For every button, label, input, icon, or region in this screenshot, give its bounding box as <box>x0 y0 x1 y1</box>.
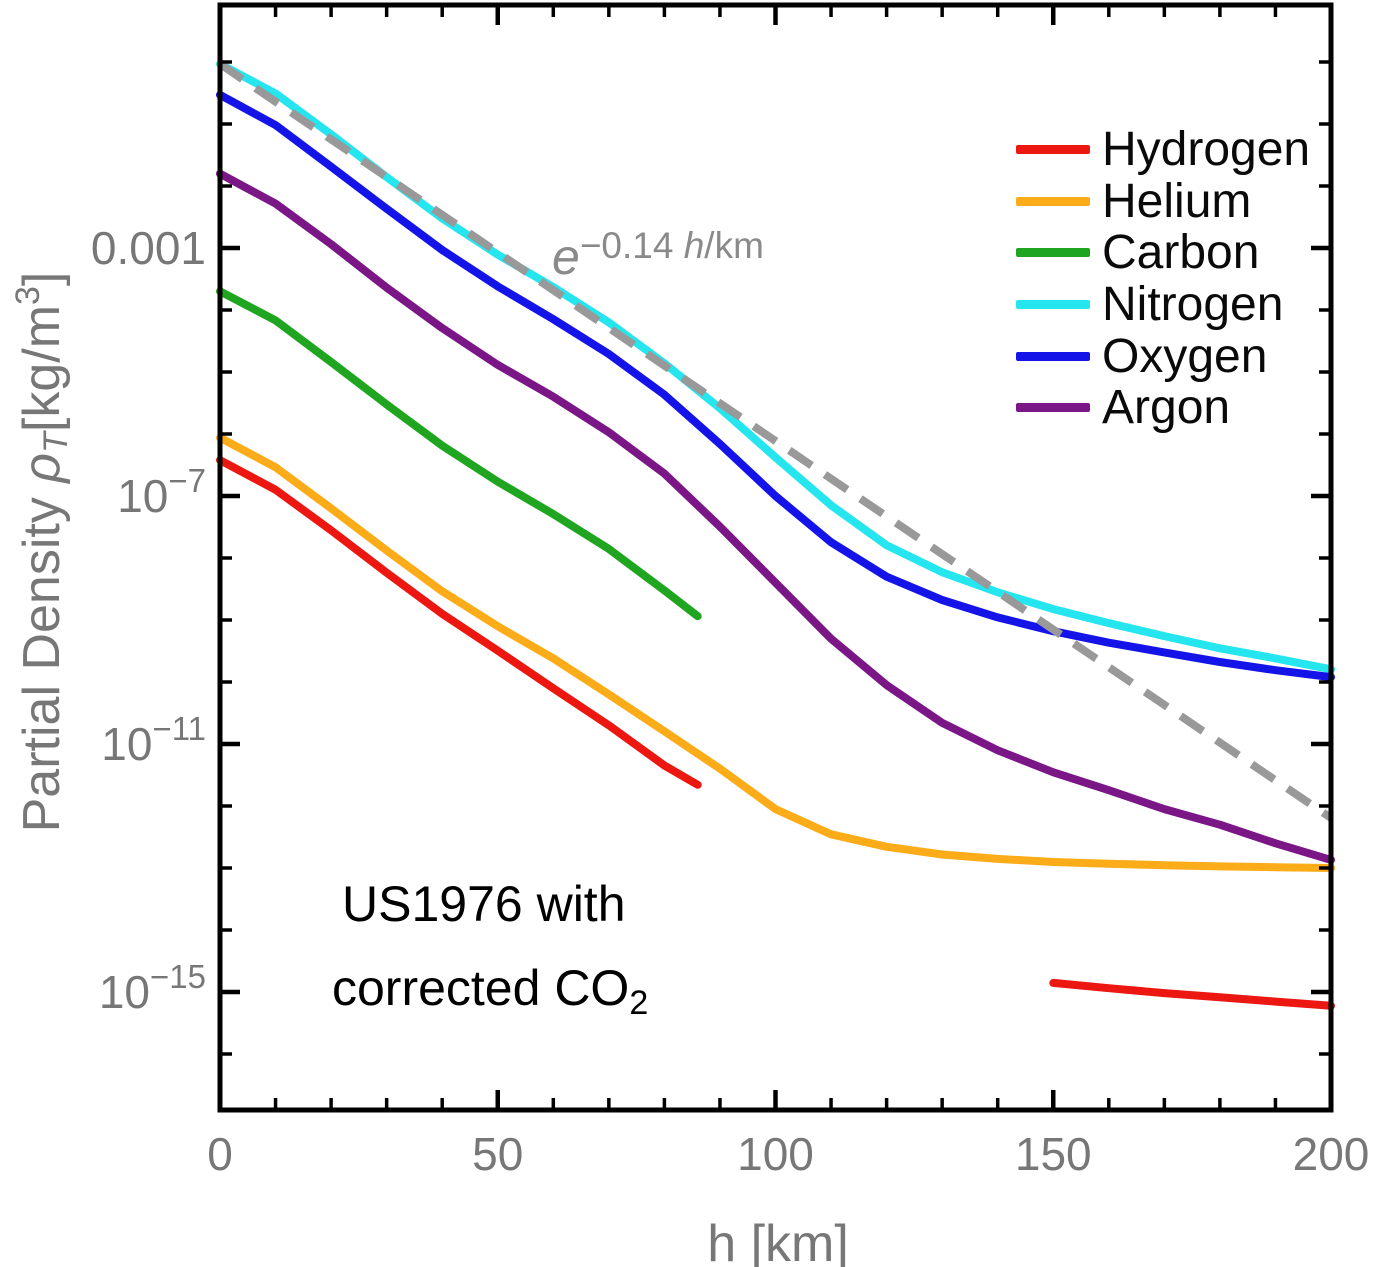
argon-line-swatch <box>1016 403 1090 413</box>
legend-item-argon: Argon <box>1016 381 1310 435</box>
hydrogen-line-swatch <box>1016 145 1090 155</box>
svg-text:10−7: 10−7 <box>117 462 206 522</box>
exp-units: /km <box>704 225 764 266</box>
exp-decay-annotation: e−0.14 h/km <box>552 225 764 286</box>
svg-text:50: 50 <box>472 1128 523 1180</box>
svg-text:100: 100 <box>737 1128 814 1180</box>
legend-item-helium: Helium <box>1016 174 1310 228</box>
y-axis-title: Partial Density ρT[kg/m3] <box>9 271 75 833</box>
svg-text:150: 150 <box>1015 1128 1092 1180</box>
model-caption-line2: corrected CO2 <box>332 946 648 1030</box>
legend-item-oxygen: Oxygen <box>1016 329 1310 383</box>
y-title-exponent: 3 <box>9 286 47 305</box>
oxygen-line-swatch <box>1016 351 1090 361</box>
legend-item-carbon: Carbon <box>1016 226 1310 280</box>
co2-subscript: 2 <box>629 984 649 1022</box>
y-title-units: [kg/m <box>13 304 71 433</box>
y-title-text: Partial Density <box>13 482 71 833</box>
rho-subscript: T <box>37 432 75 453</box>
legend: Hydrogen Helium Carbon Nitrogen Oxygen A… <box>1016 123 1311 435</box>
exp-variable: h <box>683 225 705 266</box>
carbon-line-swatch <box>1016 248 1090 258</box>
nitrogen-line-swatch <box>1016 300 1090 310</box>
legend-label-hydrogen: Hydrogen <box>1102 123 1311 177</box>
model-caption-line1: US1976 with <box>342 876 626 932</box>
legend-label-carbon: Carbon <box>1102 226 1260 280</box>
legend-label-oxygen: Oxygen <box>1102 329 1268 383</box>
y-title-bracket: ] <box>13 271 71 287</box>
exp-base: e <box>552 229 580 285</box>
legend-label-nitrogen: Nitrogen <box>1102 278 1284 332</box>
svg-text:0: 0 <box>207 1128 233 1180</box>
legend-item-hydrogen: Hydrogen <box>1016 123 1311 177</box>
legend-label-helium: Helium <box>1102 174 1252 228</box>
legend-label-argon: Argon <box>1102 381 1231 435</box>
x-axis-title: h [km] <box>707 1215 849 1267</box>
svg-text:0.001: 0.001 <box>91 222 206 274</box>
svg-text:10−11: 10−11 <box>101 710 206 770</box>
svg-text:10−15: 10−15 <box>99 958 206 1018</box>
svg-text:200: 200 <box>1293 1128 1370 1180</box>
exp-coefficient: −0.14 <box>579 225 684 266</box>
rho-symbol: ρ <box>13 452 71 483</box>
model-caption-co: corrected CO <box>332 960 630 1016</box>
model-caption: US1976 with corrected CO2 <box>332 862 648 1030</box>
helium-line-swatch <box>1016 196 1090 206</box>
legend-item-nitrogen: Nitrogen <box>1016 278 1310 332</box>
